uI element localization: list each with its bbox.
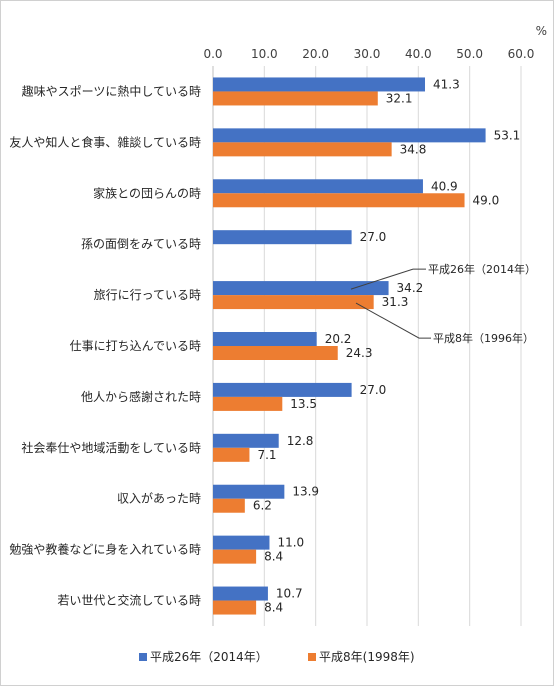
category-label: 友人や知人と食事、雑談している時 <box>9 134 201 149</box>
category-label: 趣味やスポーツに熱中している時 <box>22 83 201 98</box>
data-label: 27.0 <box>360 230 387 244</box>
unit-label: % <box>536 24 547 38</box>
category-label: 社会奉仕や地域活動をしている時 <box>21 440 201 455</box>
category-label: 仕事に打ち込んでいる時 <box>70 339 201 353</box>
data-label: 20.2 <box>325 332 352 346</box>
category-label: 収入があった時 <box>117 491 201 506</box>
data-label: 7.1 <box>257 448 276 462</box>
data-label: 31.3 <box>382 295 409 309</box>
bar <box>213 586 268 601</box>
category-label: 他人から感謝された時 <box>81 389 201 404</box>
annotation-leader <box>350 268 426 290</box>
data-label: 13.9 <box>292 485 319 499</box>
data-label: 8.4 <box>264 601 283 615</box>
x-tick-label: 20.0 <box>302 47 329 61</box>
bar <box>213 549 257 564</box>
bar <box>213 346 338 360</box>
data-label: 24.3 <box>346 346 373 360</box>
data-label: 40.9 <box>431 179 458 193</box>
data-label: 32.1 <box>386 91 413 105</box>
data-label: 53.1 <box>494 128 521 142</box>
data-label: 6.2 <box>253 499 272 513</box>
data-label: 12.8 <box>287 434 314 448</box>
category-label: 家族との団らんの時 <box>93 185 201 200</box>
bar <box>213 600 257 615</box>
bar <box>213 484 285 499</box>
bar <box>213 230 352 245</box>
bar <box>213 535 270 550</box>
data-label: 34.2 <box>397 281 424 295</box>
bar <box>213 128 486 143</box>
legend-swatch <box>308 653 316 661</box>
bar <box>213 396 283 411</box>
bar <box>213 91 378 106</box>
data-label: 41.3 <box>433 77 460 91</box>
annotation-label: 平成26年（2014年） <box>428 262 536 276</box>
data-label: 34.8 <box>400 142 427 156</box>
bar <box>213 142 392 157</box>
bar <box>213 498 245 513</box>
data-label: 49.0 <box>473 193 500 207</box>
annotation-leader <box>355 302 431 339</box>
x-tick-label: 10.0 <box>251 47 278 61</box>
data-label: 27.0 <box>360 383 387 397</box>
x-tick-label: 50.0 <box>456 47 483 61</box>
x-tick-label: 60.0 <box>508 47 535 61</box>
bar <box>213 281 389 296</box>
category-label: 孫の面倒をみている時 <box>81 237 201 251</box>
legend-entry: 平成8年(1998年) <box>319 650 415 664</box>
annotation-label: 平成8年（1996年） <box>433 331 534 345</box>
bar <box>213 447 250 462</box>
bar <box>213 433 279 448</box>
data-label: 8.4 <box>264 550 283 564</box>
category-label: 若い世代と交流している時 <box>57 593 201 608</box>
x-tick-label: 40.0 <box>405 47 432 61</box>
x-tick-label: 30.0 <box>354 47 381 61</box>
legend-entry: 平成26年（2014年） <box>150 650 268 664</box>
category-label: 旅行に行っている時 <box>94 288 201 302</box>
bar <box>213 382 352 397</box>
data-label: 10.7 <box>276 587 303 601</box>
bar <box>213 77 426 92</box>
category-label: 勉強や教養などに身を入れている時 <box>9 542 201 557</box>
bar <box>213 332 317 346</box>
legend-swatch <box>139 653 147 661</box>
bar <box>213 179 423 194</box>
bar <box>213 295 374 310</box>
data-label: 11.0 <box>277 536 304 550</box>
data-label: 13.5 <box>290 397 317 411</box>
x-tick-label: 0.0 <box>203 47 222 61</box>
bar <box>213 193 465 208</box>
